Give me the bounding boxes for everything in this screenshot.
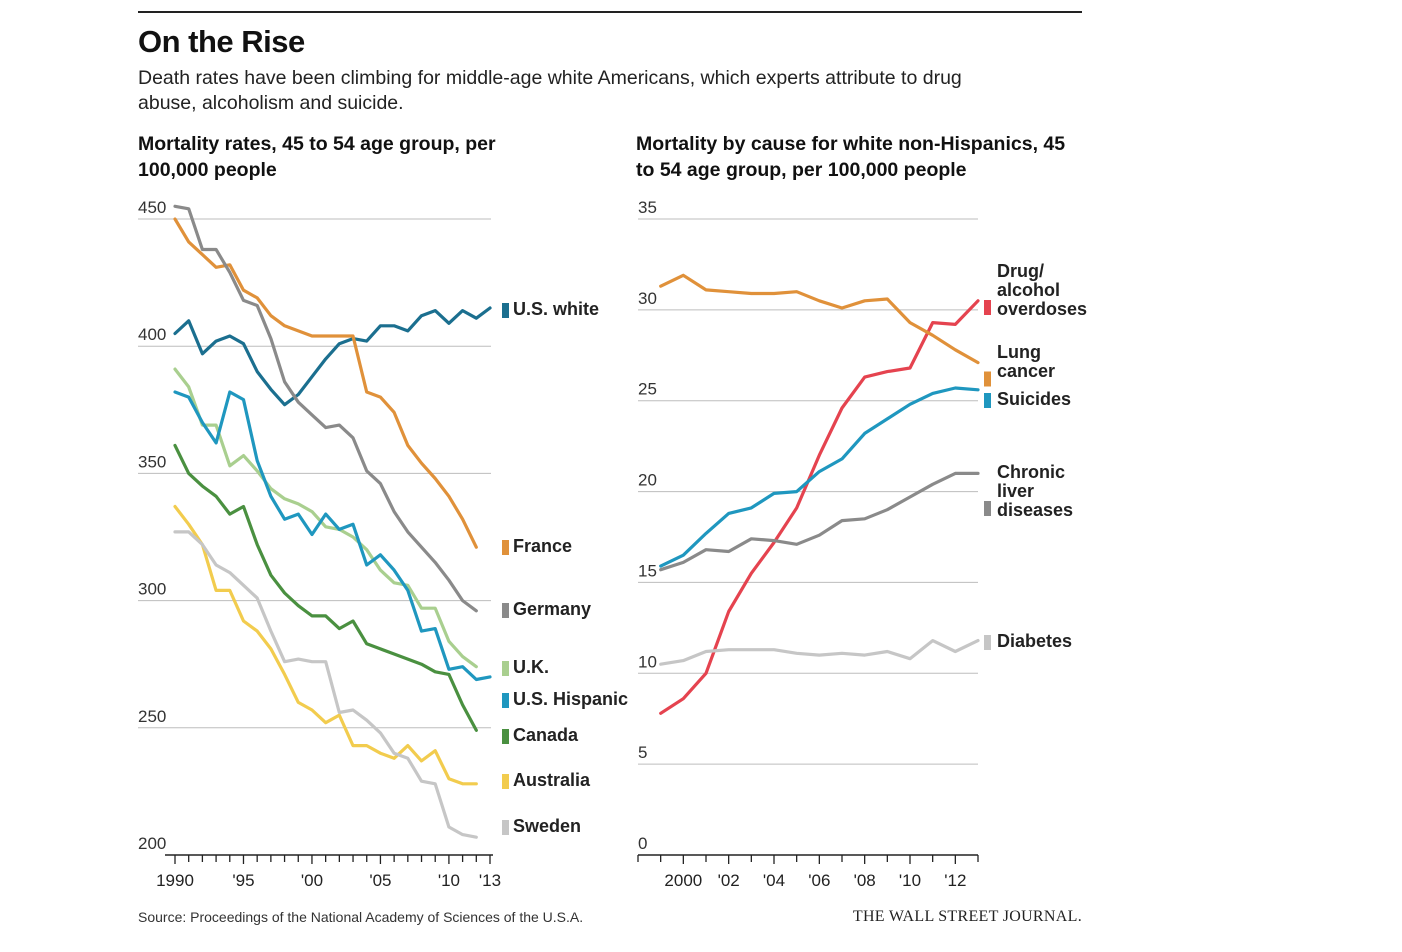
series-label-chronic-liver-diseases: Chronic liver diseases (997, 462, 1073, 520)
series-line-drug-alcohol-overdoses (659, 299, 980, 715)
y-tick-label: 400 (138, 325, 166, 344)
y-tick-label: 350 (138, 452, 166, 471)
legend-swatch-diabetes (984, 635, 991, 650)
x-tick-label: '10 (438, 871, 460, 890)
x-tick-label: 2000 (664, 871, 702, 890)
series-line-u-k (173, 367, 478, 669)
legend-swatch-canada (502, 729, 509, 744)
legend-swatch-sweden (502, 820, 509, 835)
legend-swatch-u-s-hispanic (502, 693, 509, 708)
y-tick-label: 450 (138, 198, 166, 217)
x-tick-label: '95 (232, 871, 254, 890)
series-line-lung-cancer (659, 273, 980, 365)
series-label-germany: Germany (513, 599, 591, 619)
series-label-diabetes: Diabetes (997, 631, 1072, 651)
series-line-suicides (659, 386, 980, 568)
legend-swatch-germany (502, 603, 509, 618)
x-tick-label: '12 (944, 871, 966, 890)
series-line-diabetes (659, 638, 980, 666)
series-line-france (173, 217, 478, 549)
series-label-drug-alcohol-overdoses: Drug/alcohol overdoses (997, 261, 1087, 319)
x-tick-label: '13 (479, 871, 501, 890)
series-line-canada (173, 443, 478, 732)
x-tick-label: 1990 (156, 871, 194, 890)
legend-swatch-chronic-liver-diseases (984, 501, 991, 516)
publisher-logo: THE WALL STREET JOURNAL. (852, 908, 1082, 925)
left-chart: 200 250 300 350 400 450 1990 '95 '00 '05 '10 '13 U.S… (138, 198, 628, 890)
series-label-suicides: Suicides (997, 389, 1071, 409)
page-subtitle: Death rates have been climbing for middl… (138, 67, 962, 114)
series-line-chronic-liver-diseases (659, 471, 980, 572)
series-label-australia: Australia (513, 770, 591, 790)
legend-swatch-lung-cancer (984, 371, 991, 387)
y-tick-label: 20 (638, 471, 657, 490)
legend-swatch-australia (502, 774, 509, 789)
left-chart-title: Mortality rates, 45 to 54 age group, per… (138, 133, 496, 181)
x-tick-label: '05 (369, 871, 391, 890)
series-label-canada: Canada (513, 725, 579, 745)
y-tick-label: 250 (138, 707, 166, 726)
right-chart-title: Mortality by cause for white non-Hispani… (636, 133, 1066, 181)
y-tick-label: 200 (138, 834, 166, 853)
y-tick-label: 0 (638, 834, 647, 853)
series-line-u-s-white (173, 306, 492, 407)
x-tick-label: '06 (808, 871, 830, 890)
y-tick-label: 15 (638, 561, 657, 580)
series-line-germany (173, 204, 478, 613)
source-note: Source: Proceedings of the National Acad… (138, 909, 584, 925)
legend-swatch-u-s-white (502, 303, 509, 318)
x-tick-label: '08 (854, 871, 876, 890)
legend-swatch-u-k (502, 661, 509, 676)
y-tick-label: 300 (138, 580, 166, 599)
x-tick-label: '10 (899, 871, 921, 890)
top-rule (138, 11, 1082, 13)
right-chart: 0 5 10 15 20 25 30 35 2000 '02 '04 '06 '08 '10 '12 Drug… (637, 198, 1087, 890)
y-tick-label: 30 (638, 289, 657, 308)
y-tick-label: 25 (638, 380, 657, 399)
series-label-sweden: Sweden (513, 816, 581, 836)
series-label-lung-cancer: Lung cancer (997, 342, 1055, 381)
y-tick-label: 10 (638, 652, 657, 671)
series-line-u-s-hispanic (173, 390, 492, 682)
series-line-australia (173, 504, 478, 786)
series-label-u-s-white: U.S. white (513, 299, 599, 319)
legend-swatch-suicides (984, 393, 991, 408)
series-line-sweden (173, 530, 478, 839)
legend-swatch-france (502, 540, 509, 555)
x-tick-label: '02 (718, 871, 740, 890)
legend-swatch-drug-alcohol-overdoses (984, 300, 991, 315)
y-tick-label: 35 (638, 198, 657, 217)
y-tick-label: 5 (638, 743, 647, 762)
series-label-u-k: U.K. (513, 657, 549, 677)
x-tick-label: '00 (301, 871, 323, 890)
page-title: On the Rise (138, 24, 305, 59)
series-label-france: France (513, 536, 572, 556)
series-label-u-s-hispanic: U.S. Hispanic (513, 689, 628, 709)
x-tick-label: '04 (763, 871, 785, 890)
